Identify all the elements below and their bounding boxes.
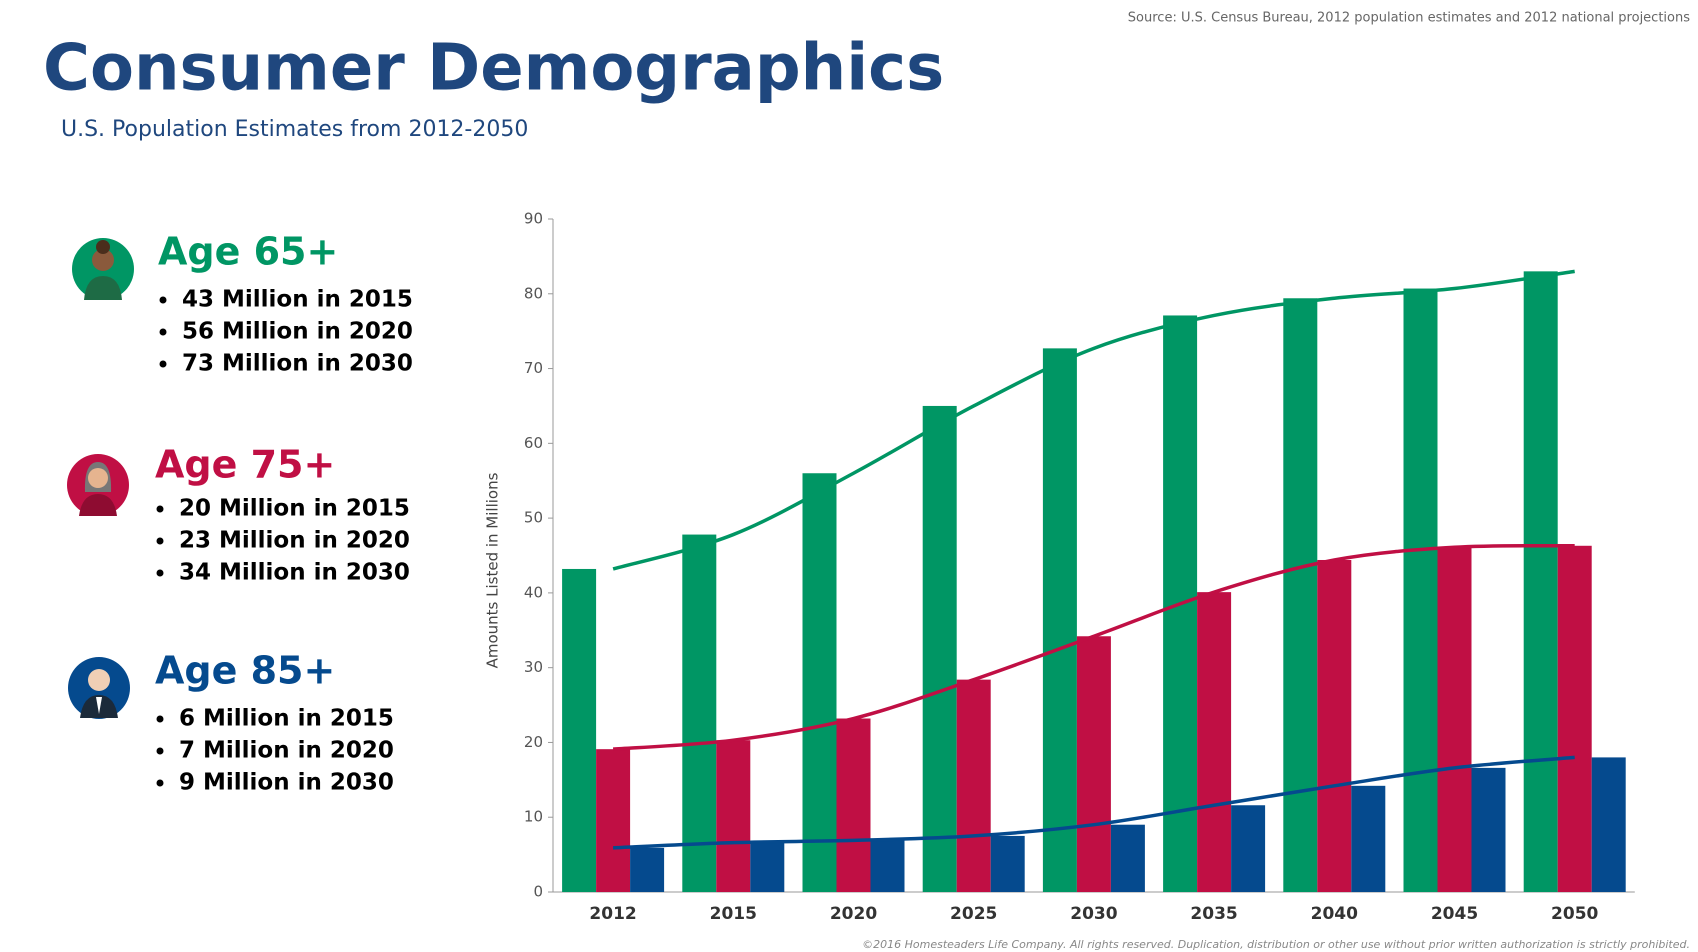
bar xyxy=(1437,547,1472,892)
bar xyxy=(836,718,871,892)
y-tick-label: 0 xyxy=(533,883,543,901)
bullet-text: 7 Million in 2020 xyxy=(179,738,394,764)
bar xyxy=(716,740,751,892)
bar xyxy=(1403,288,1438,892)
trend-line xyxy=(612,543,1575,751)
bullet-dot xyxy=(156,747,164,755)
bar xyxy=(1197,592,1232,892)
bar xyxy=(922,405,957,892)
bullet-dot xyxy=(156,569,164,577)
bar xyxy=(596,749,631,892)
bar xyxy=(1557,545,1592,892)
bar xyxy=(630,847,665,892)
y-tick-label: 40 xyxy=(524,583,543,601)
bar xyxy=(1523,271,1558,892)
bullet-dot xyxy=(156,505,164,513)
bullet-dot xyxy=(156,779,164,787)
icon-85 xyxy=(68,657,130,719)
panel-heading: Age 85+ xyxy=(155,649,335,693)
bar xyxy=(956,679,991,892)
bar xyxy=(1110,824,1145,892)
bar xyxy=(1317,559,1352,892)
footer: ©2016 Homesteaders Life Company. All rig… xyxy=(862,938,1690,951)
x-tick-label: 2045 xyxy=(1431,904,1478,924)
y-tick-label: 20 xyxy=(524,733,543,751)
bar xyxy=(870,840,905,892)
bar xyxy=(1351,785,1386,892)
x-tick-label: 2040 xyxy=(1311,904,1358,924)
bar xyxy=(750,842,785,892)
bar xyxy=(1591,757,1626,892)
bullet-text: 9 Million in 2030 xyxy=(179,770,394,796)
bullet-text: 23 Million in 2020 xyxy=(179,528,410,554)
bar xyxy=(1042,348,1077,892)
bar xyxy=(1283,298,1318,893)
bar xyxy=(990,835,1025,892)
bullet-text: 34 Million in 2030 xyxy=(179,560,410,586)
x-tick-label: 2020 xyxy=(830,904,877,924)
x-tick-label: 2030 xyxy=(1070,904,1117,924)
icon-65 xyxy=(72,238,134,300)
y-tick-label: 80 xyxy=(524,284,543,302)
bar xyxy=(682,534,717,892)
bullet-text: 20 Million in 2015 xyxy=(179,496,410,522)
bullet-dot xyxy=(159,328,167,336)
bullet-dot xyxy=(159,360,167,368)
subtitle: U.S. Population Estimates from 2012-2050 xyxy=(61,117,528,142)
x-tick-label: 2050 xyxy=(1551,904,1598,924)
y-axis-label: Amounts Listed in Millions xyxy=(484,472,502,668)
x-tick-label: 2012 xyxy=(589,904,636,924)
bullet-dot xyxy=(159,296,167,304)
trend-line xyxy=(613,755,1575,850)
bullet-text: 43 Million in 2015 xyxy=(182,287,413,313)
source: Source: U.S. Census Bureau, 2012 populat… xyxy=(1128,11,1690,26)
bar xyxy=(1076,636,1111,892)
bullet-text: 56 Million in 2020 xyxy=(182,319,413,345)
y-tick-label: 90 xyxy=(524,210,543,228)
title: Consumer Demographics xyxy=(43,32,944,106)
bar xyxy=(562,568,597,892)
y-tick-label: 60 xyxy=(524,434,543,452)
y-tick-label: 10 xyxy=(524,808,543,826)
icon-75 xyxy=(67,454,129,516)
bullet-text: 73 Million in 2030 xyxy=(182,351,413,377)
bullet-text: 6 Million in 2015 xyxy=(179,706,394,732)
bar xyxy=(1231,805,1266,892)
y-tick-label: 50 xyxy=(524,509,543,527)
bar xyxy=(1471,767,1506,892)
x-tick-label: 2015 xyxy=(710,904,757,924)
bar xyxy=(802,473,837,892)
y-tick-label: 70 xyxy=(524,359,543,377)
y-tick-label: 30 xyxy=(524,658,543,676)
x-tick-label: 2035 xyxy=(1190,904,1237,924)
panel-heading: Age 75+ xyxy=(155,443,335,487)
panel-heading: Age 65+ xyxy=(158,230,338,274)
x-tick-label: 2025 xyxy=(950,904,997,924)
bullet-dot xyxy=(156,715,164,723)
bullet-dot xyxy=(156,537,164,545)
trend-line xyxy=(612,269,1575,571)
